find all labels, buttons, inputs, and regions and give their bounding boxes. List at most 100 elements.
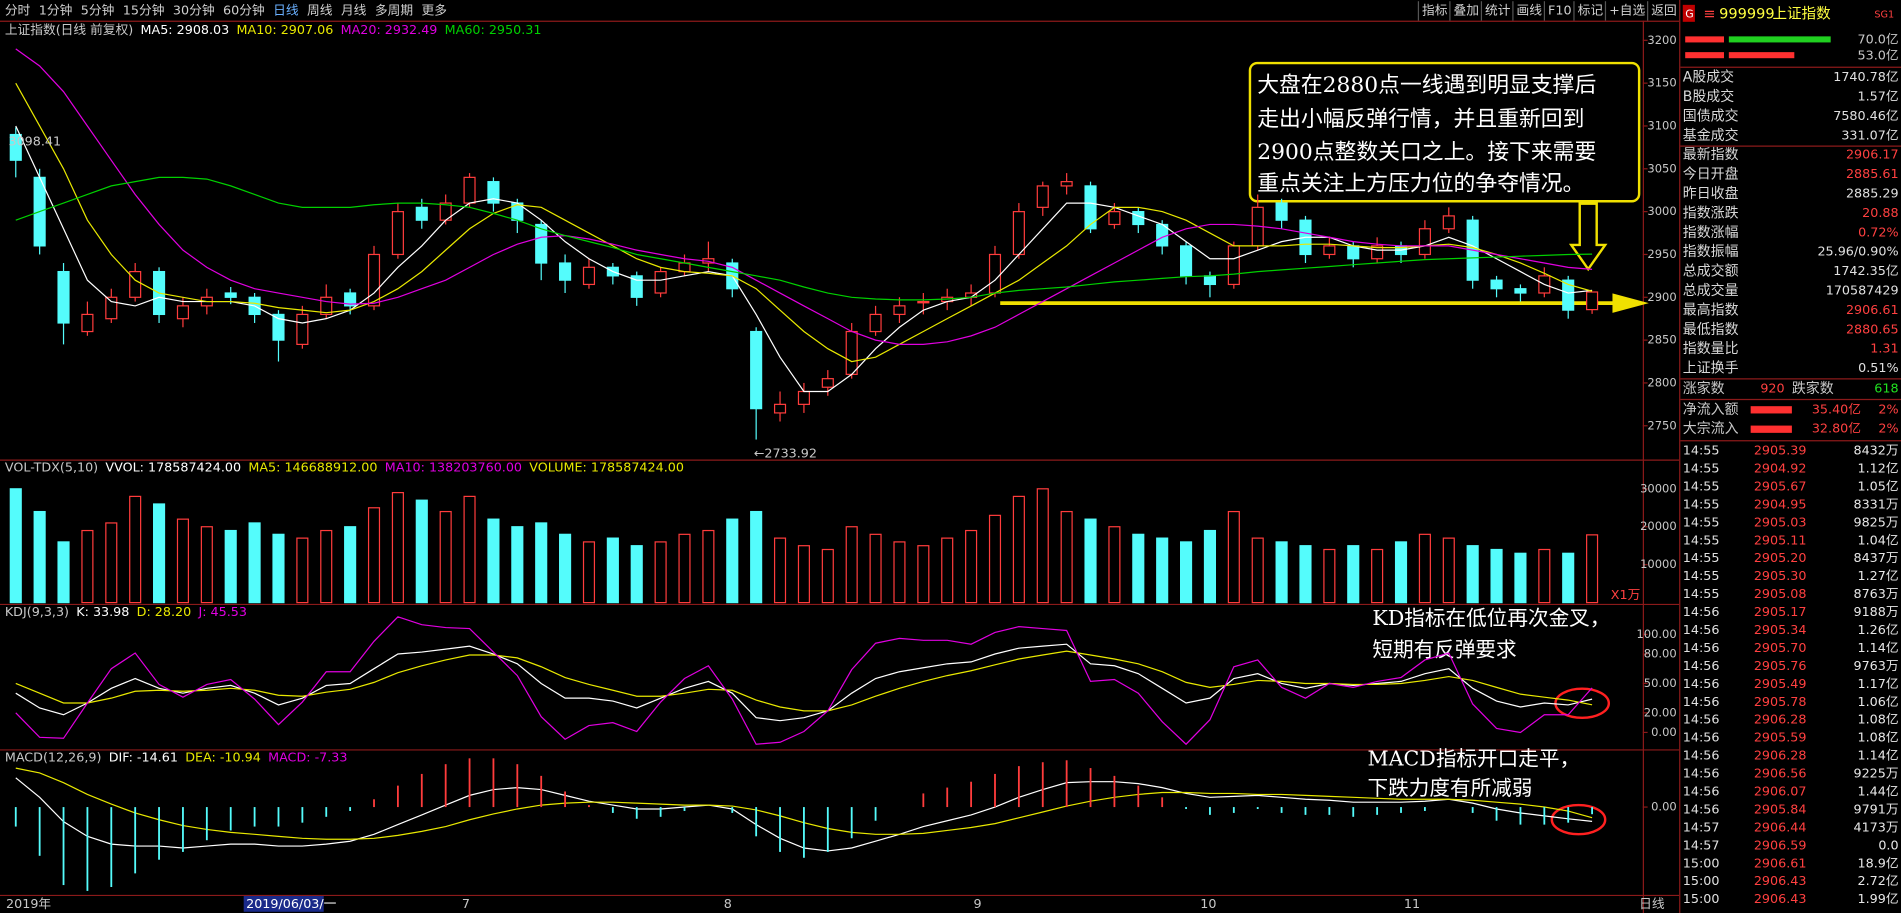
candle-body: [296, 313, 309, 346]
volume-bar: [1299, 545, 1312, 604]
toolbar-button[interactable]: 返回: [1651, 3, 1676, 18]
ratio-value: 53.0亿: [1858, 48, 1899, 63]
toolbar-tab[interactable]: 更多: [422, 3, 447, 18]
y-tick-label: 3200: [1647, 33, 1676, 47]
stat-label: B股成交: [1683, 88, 1734, 105]
candle-body: [845, 330, 858, 375]
stat-value: 7580.46亿: [1833, 109, 1898, 124]
volume-bar: [988, 514, 1002, 604]
toolbar-tab[interactable]: 分时: [5, 3, 31, 18]
toolbar-tab[interactable]: 月线: [341, 3, 367, 18]
candle-body: [1442, 215, 1455, 230]
period-label[interactable]: 日线: [1639, 897, 1665, 912]
y-tick-label: 10000: [1640, 557, 1677, 571]
stat-value: 1740.78亿: [1833, 70, 1898, 85]
toolbar-tab[interactable]: 15分钟: [123, 2, 165, 18]
toolbar-button[interactable]: 标记: [1578, 3, 1604, 18]
toolbar-tab[interactable]: 周线: [307, 3, 333, 18]
index-code: 999999: [1719, 7, 1774, 23]
toolbar-button[interactable]: 叠加: [1454, 3, 1479, 18]
toolbar-button[interactable]: 统计: [1485, 3, 1511, 18]
tick-volume: 1.08亿: [1858, 713, 1899, 728]
candle-body: [1084, 185, 1097, 230]
candle-body: [176, 305, 190, 320]
toolbar-tab[interactable]: 1分钟: [39, 2, 73, 18]
tick-volume: 1.05亿: [1858, 479, 1899, 494]
highlight-circle: [1550, 803, 1607, 836]
tick-volume: 9763万: [1853, 659, 1898, 674]
toolbar-button[interactable]: +自选: [1609, 3, 1645, 18]
tick-time: 14:56: [1683, 695, 1720, 710]
high-label: 3098.41: [8, 134, 61, 149]
candle-body: [1514, 288, 1527, 294]
tick-time: 14:55: [1683, 479, 1720, 494]
indicator-value: MA5: 146688912.00: [248, 461, 377, 476]
menu-icon[interactable]: ≡: [1703, 7, 1715, 23]
tick-time: 14:55: [1683, 444, 1720, 459]
stat-value: 25.96/0.90%: [1817, 245, 1898, 260]
volume-bar: [224, 529, 237, 604]
y-tick-label: 2900: [1647, 290, 1676, 304]
legend-entry: MACD: -7.33: [268, 750, 347, 765]
stat-value: 1742.35亿: [1833, 264, 1898, 279]
stat-label: 指数涨跌: [1683, 205, 1739, 221]
volume-bar: [367, 507, 381, 604]
y-tick-label: 2800: [1647, 375, 1676, 389]
toolbar-tab[interactable]: 30分钟: [173, 2, 215, 18]
toolbar-tab[interactable]: 60分钟: [223, 2, 265, 18]
tick-price: 2904.95: [1754, 497, 1807, 512]
indicator-line: [15, 48, 1593, 345]
tick-price: 2906.56: [1754, 767, 1807, 782]
volume-bar: [678, 533, 691, 604]
stat-label: 指数振幅: [1683, 244, 1739, 260]
stat-value: 2906.17: [1846, 148, 1899, 163]
volume-bar: [1227, 510, 1240, 604]
tick-price: 2905.76: [1754, 659, 1807, 674]
tick-time: 14:55: [1683, 497, 1720, 512]
volume-bar: [320, 529, 333, 604]
x-axis-label: 10: [1200, 897, 1216, 912]
annotation-text: 2900点整数关口之上。接下来需要: [1257, 140, 1596, 165]
tick-price: 2905.49: [1754, 677, 1807, 692]
tick-volume: 8331万: [1853, 497, 1898, 512]
annotation-text: 大盘在2880点一线遇到明显支撑后: [1257, 73, 1596, 98]
toolbar-button[interactable]: 指标: [1422, 3, 1448, 18]
flow-pct: 2%: [1878, 422, 1898, 437]
tick-price: 2905.78: [1754, 695, 1807, 710]
volume-bar: [702, 529, 715, 604]
tick-volume: 1.44亿: [1858, 784, 1899, 799]
toolbar-tab[interactable]: 5分钟: [81, 2, 115, 18]
tick-price: 2905.03: [1754, 515, 1807, 530]
volume-bar: [773, 537, 787, 604]
annotation-text: 走出小幅反弹行情，并且重新回到: [1257, 107, 1584, 132]
volume-bar: [845, 526, 858, 604]
indicator-value: VVOL: 178587424.00: [105, 461, 241, 476]
candle-body: [1227, 245, 1240, 286]
annotation-box: [1248, 61, 1641, 203]
tick-volume: 1.99亿: [1858, 892, 1899, 907]
candle-body: [1418, 228, 1431, 256]
candle-body: [1586, 291, 1599, 311]
tick-price: 2906.61: [1754, 856, 1807, 871]
toolbar-tab[interactable]: 日线: [273, 3, 299, 18]
panel-title: VOL-TDX(5,10): [5, 461, 98, 476]
toolbar-button[interactable]: F10: [1548, 3, 1571, 18]
tick-time: 14:56: [1683, 641, 1720, 656]
tick-time: 14:56: [1683, 784, 1720, 799]
stat-value: 2880.65: [1846, 322, 1899, 337]
volume-bar: [917, 545, 930, 604]
x-axis-label: 2019年: [6, 897, 51, 912]
tick-volume: 8437万: [1853, 551, 1898, 566]
legend-entry: MA10: 2907.06: [237, 23, 334, 38]
volume-bar: [797, 545, 810, 604]
volume-bar: [821, 548, 834, 604]
tick-time: 14:57: [1683, 838, 1720, 853]
toolbar-tab[interactable]: 多周期: [375, 3, 413, 18]
toolbar-button[interactable]: 画线: [1517, 3, 1543, 18]
flow-pct: 2%: [1878, 402, 1898, 417]
y-tick-label: 20.00: [1644, 705, 1677, 719]
ratio-bar: [1685, 52, 1724, 59]
volume-bar: [869, 533, 882, 604]
tick-volume: 2.72亿: [1858, 874, 1899, 889]
candle-body: [1132, 211, 1145, 226]
